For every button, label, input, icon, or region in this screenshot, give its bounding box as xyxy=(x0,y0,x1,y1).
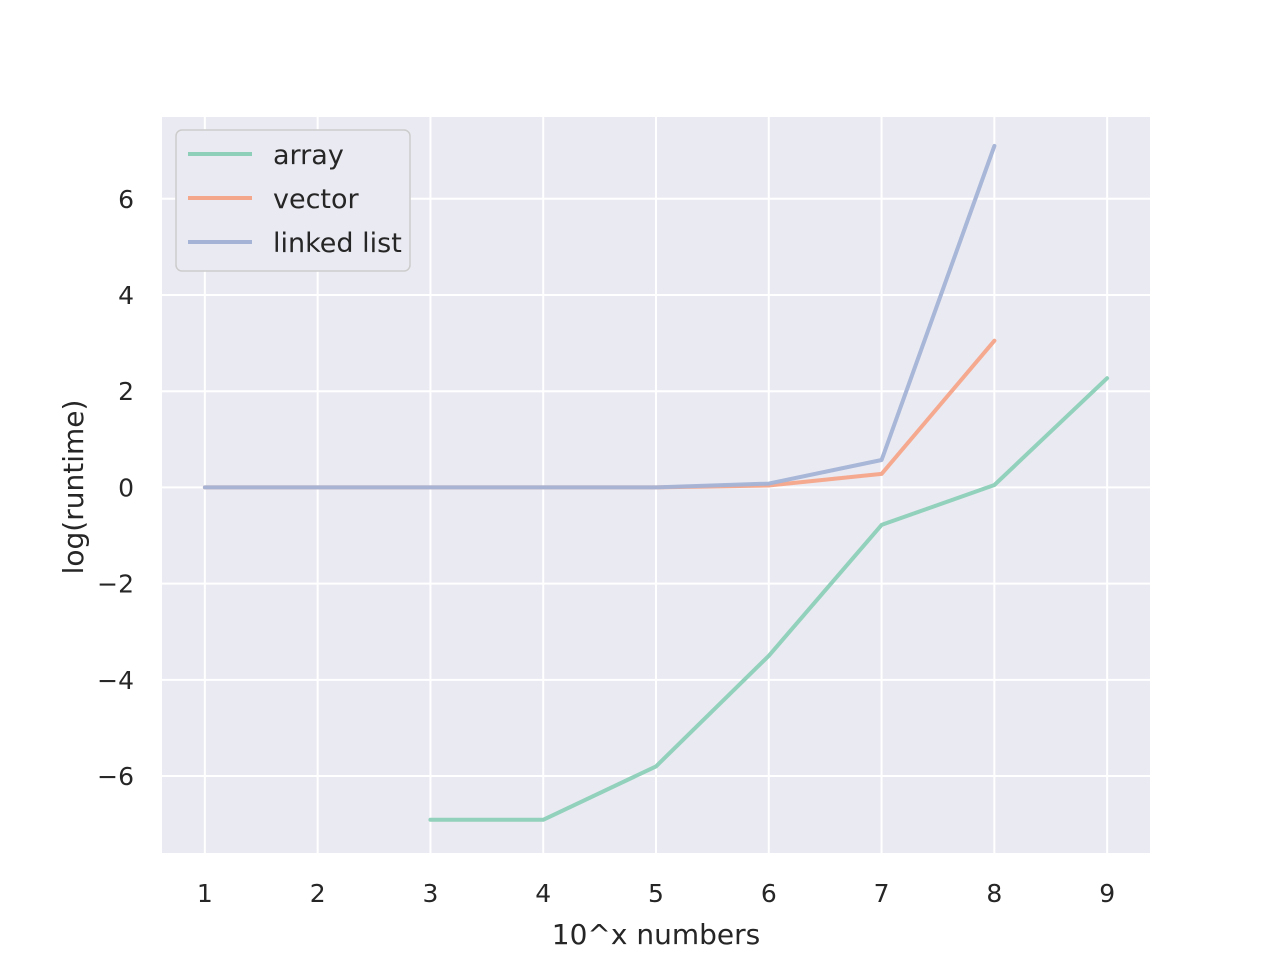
grid-lines xyxy=(162,117,1150,853)
x-tick-label: 7 xyxy=(874,879,890,908)
y-tick-label: −2 xyxy=(97,570,134,599)
y-tick-label: 6 xyxy=(118,185,134,214)
x-tick-label: 8 xyxy=(986,879,1002,908)
series-line-linked-list xyxy=(202,143,997,490)
x-tick-label: 6 xyxy=(761,879,777,908)
y-tick-label: −4 xyxy=(97,666,134,695)
x-axis-label: 10^x numbers xyxy=(552,918,760,951)
x-tick-label: 2 xyxy=(310,879,326,908)
legend-label-array: array xyxy=(273,140,344,171)
legend: array vector linked list xyxy=(175,129,411,272)
series-line-array xyxy=(428,376,1110,822)
x-tick-label: 5 xyxy=(648,879,664,908)
x-tick-labels: 1 2 3 4 5 6 7 8 9 xyxy=(197,879,1115,908)
y-tick-label: 2 xyxy=(118,377,134,406)
series-lines xyxy=(202,143,1110,822)
y-axis-label: log(runtime) xyxy=(57,400,90,575)
x-tick-label: 1 xyxy=(197,879,213,908)
y-tick-label: −6 xyxy=(97,762,134,791)
x-tick-label: 3 xyxy=(422,879,438,908)
legend-label-vector: vector xyxy=(273,184,360,215)
legend-box xyxy=(175,129,411,272)
y-tick-label: 0 xyxy=(118,473,134,502)
x-tick-label: 4 xyxy=(535,879,551,908)
x-tick-label: 9 xyxy=(1099,879,1115,908)
y-tick-labels: −6 −4 −2 0 2 4 6 xyxy=(97,185,134,791)
y-tick-label: 4 xyxy=(118,281,134,310)
legend-label-linked-list: linked list xyxy=(273,228,402,259)
